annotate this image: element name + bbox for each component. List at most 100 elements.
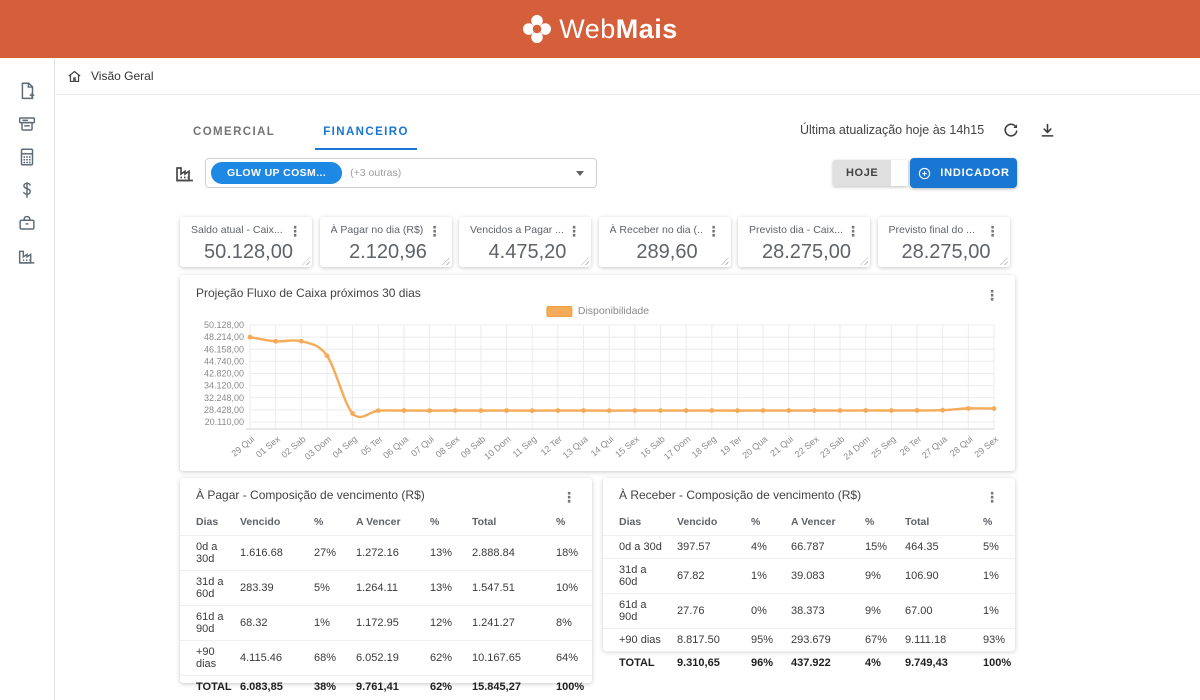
svg-text:19 Ter: 19 Ter xyxy=(718,434,743,458)
sidebar-item-calculator[interactable] xyxy=(9,144,45,170)
kpi-title: Previsto dia - Caix... xyxy=(749,224,842,236)
sidebar-item-note-add[interactable] xyxy=(9,78,45,104)
svg-text:14 Qui: 14 Qui xyxy=(589,434,616,459)
svg-text:11 Seg: 11 Seg xyxy=(511,434,539,460)
table-total-row: TOTAL 6.083,85 38% 9.761,41 62% 15.845,27 100% xyxy=(180,675,592,698)
sidebar-item-finance[interactable] xyxy=(9,177,45,203)
kpi-title: À Receber no dia (... xyxy=(609,224,703,236)
kebab-menu-icon[interactable]: ⋮ xyxy=(706,223,721,239)
date-toggle-alt-segment[interactable] xyxy=(891,160,909,186)
svg-text:25 Seg: 25 Seg xyxy=(869,434,897,460)
add-indicator-label: INDICADOR xyxy=(940,167,1010,179)
table-cell: TOTAL xyxy=(180,675,232,698)
table-row: 0d a 30d 397.57 4% 66.787 15% 464.35 5% xyxy=(603,535,1015,559)
resize-handle[interactable] xyxy=(720,257,729,265)
svg-text:34.120,00: 34.120,00 xyxy=(204,381,244,391)
today-button[interactable]: HOJE xyxy=(833,160,892,186)
sidebar-item-factory[interactable] xyxy=(9,243,45,269)
y-axis-labels: 50.128,00 48.214,00 46.158,00 44.740,00 42.8… xyxy=(204,320,244,427)
kebab-menu-icon[interactable]: ⋮ xyxy=(562,489,576,505)
table-cell: 38% xyxy=(306,675,348,698)
kebab-menu-icon[interactable]: ⋮ xyxy=(985,489,999,505)
svg-text:26 Ter: 26 Ter xyxy=(898,434,923,458)
sidebar-item-briefcase[interactable] xyxy=(9,210,45,236)
kpi-card-previsto-dia: Previsto dia - Caix... ⋮ 28.275,00 xyxy=(738,217,870,267)
table-cell: 0% xyxy=(743,593,783,629)
tab-financeiro[interactable]: FINANCEIRO xyxy=(315,120,417,150)
table-cell: 1% xyxy=(743,558,783,594)
chart-legend[interactable]: Disponibilidade xyxy=(545,305,650,317)
kpi-title: Previsto final do ... xyxy=(888,224,975,236)
table-cell: 96% xyxy=(743,651,783,674)
company-filter-button[interactable] xyxy=(172,160,198,186)
table-cell: 13% xyxy=(422,535,464,571)
svg-text:50.128,00: 50.128,00 xyxy=(204,320,244,330)
chart-title: Projeção Fluxo de Caixa próximos 30 dias xyxy=(196,286,421,300)
table-cell: 1% xyxy=(975,593,1015,629)
svg-text:42.820,00: 42.820,00 xyxy=(204,369,244,379)
download-button[interactable] xyxy=(1036,119,1058,141)
tab-comercial[interactable]: COMERCIAL xyxy=(193,126,276,138)
svg-text:46.158,00: 46.158,00 xyxy=(204,344,244,354)
cashflow-chart-card: Projeção Fluxo de Caixa próximos 30 dias… xyxy=(180,275,1015,471)
resize-handle[interactable] xyxy=(860,257,868,265)
resize-handle[interactable] xyxy=(302,257,310,265)
table-cell: 93% xyxy=(975,628,1015,652)
table-header-row: Dias Vencido% A Vencer% Total% xyxy=(180,510,592,536)
svg-text:05 Ter: 05 Ter xyxy=(359,434,384,458)
table-cell: 8.817.50 xyxy=(669,628,743,652)
svg-text:12 Ter: 12 Ter xyxy=(539,434,564,458)
company-chip[interactable]: GLOW UP COSM... xyxy=(211,162,343,184)
breadcrumb[interactable]: Visão Geral xyxy=(55,58,1200,95)
resize-handle[interactable] xyxy=(441,257,450,265)
kebab-menu-icon[interactable]: ⋮ xyxy=(427,223,442,239)
table-cell: 10% xyxy=(548,570,592,606)
webmais-logo: WebMais xyxy=(522,14,678,45)
table-cell: 1.547.51 xyxy=(464,570,548,606)
table-cell: 61d a 90d xyxy=(603,593,669,629)
table-cell: 100% xyxy=(548,675,592,698)
kebab-menu-icon[interactable]: ⋮ xyxy=(846,223,860,239)
kpi-title: Vencidos a Pagar ... xyxy=(470,224,563,236)
table-cell: 12% xyxy=(422,605,464,641)
a-receber-table-card: À Receber - Composição de vencimento (R$… xyxy=(603,478,1015,674)
a-pagar-table-card: À Pagar - Composição de vencimento (R$) … xyxy=(180,478,592,698)
resize-handle[interactable] xyxy=(999,257,1008,265)
svg-text:44.740,00: 44.740,00 xyxy=(204,356,244,366)
svg-text:18 Seg: 18 Seg xyxy=(690,434,718,460)
table-cell: 1.264.11 xyxy=(348,570,422,606)
kebab-menu-icon[interactable]: ⋮ xyxy=(567,223,581,239)
svg-text:06 Qua: 06 Qua xyxy=(381,434,410,461)
download-icon xyxy=(1041,123,1054,137)
last-update-text: Última atualização hoje às 14h15 xyxy=(800,123,985,137)
table-cell: 15% xyxy=(857,535,897,559)
kebab-menu-icon[interactable]: ⋮ xyxy=(985,223,1000,239)
sidebar-item-pos[interactable] xyxy=(9,111,45,137)
legend-label: Disponibilidade xyxy=(577,305,650,317)
refresh-button[interactable] xyxy=(999,119,1021,141)
kpi-card-a-receber-dia: À Receber no dia (... ⋮ 289,60 xyxy=(598,217,731,267)
resize-handle[interactable] xyxy=(581,257,589,265)
table-cell: 6.052.19 xyxy=(348,640,422,676)
table-cell: 293.679 xyxy=(783,628,857,652)
table-cell: TOTAL xyxy=(603,651,669,674)
column-header: % xyxy=(314,516,324,528)
chevron-down-icon xyxy=(576,170,584,176)
kebab-menu-icon[interactable]: ⋮ xyxy=(288,223,302,239)
table-cell: 9.761,41 xyxy=(348,675,422,698)
table-cell: 10.167.65 xyxy=(464,640,548,676)
clover-logo-icon xyxy=(523,15,552,43)
table-cell: 9.749,43 xyxy=(897,651,975,674)
table-cell: 13% xyxy=(422,570,464,606)
add-indicator-button[interactable]: INDICADOR xyxy=(910,158,1017,188)
svg-text:32.248,00: 32.248,00 xyxy=(204,393,244,403)
table-cell: 6.083,85 xyxy=(232,675,306,698)
table-cell: 62% xyxy=(422,675,464,698)
company-select[interactable]: GLOW UP COSM... (+3 outras) xyxy=(205,158,597,188)
svg-text:28 Qui: 28 Qui xyxy=(948,434,975,459)
svg-text:48.214,00: 48.214,00 xyxy=(204,332,244,342)
table-row: 31d a 60d 283.39 5% 1.264.11 13% 1.547.51 10% xyxy=(180,570,592,606)
table-cell: 9.111.18 xyxy=(897,628,975,652)
kebab-menu-icon[interactable]: ⋮ xyxy=(985,287,999,303)
